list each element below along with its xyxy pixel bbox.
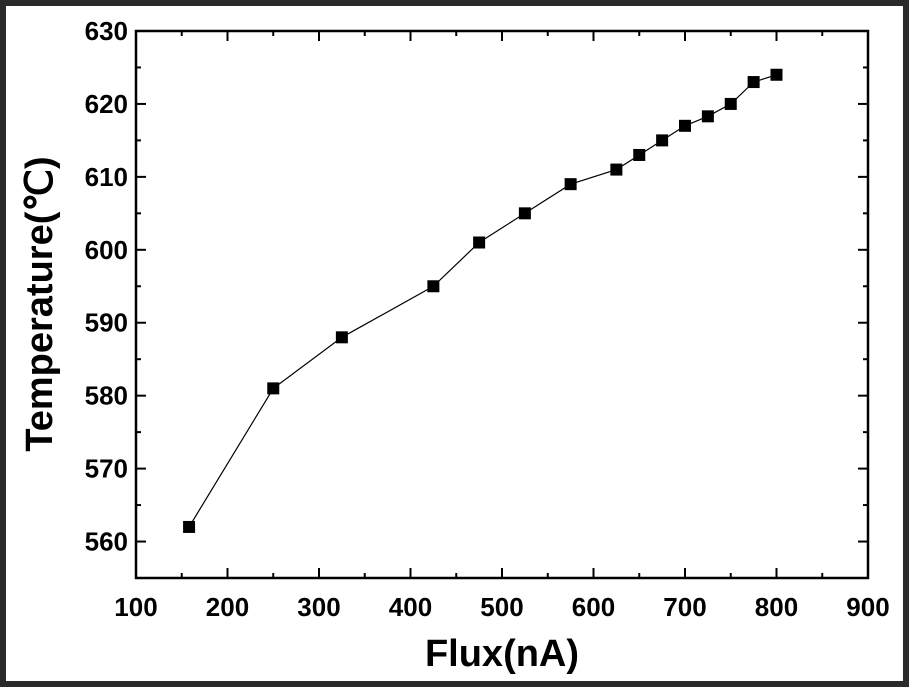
data-point <box>518 207 531 220</box>
data-point <box>610 163 623 176</box>
x-tick-label: 100 <box>114 592 157 622</box>
y-tick-label: 590 <box>85 308 128 338</box>
data-point <box>747 76 760 89</box>
data-point <box>335 331 348 344</box>
data-point <box>564 178 577 191</box>
x-axis-title: Flux(nA) <box>425 633 579 675</box>
plot-area <box>134 29 870 580</box>
x-tick-label: 400 <box>389 592 432 622</box>
data-point <box>267 382 280 395</box>
y-tick-label: 630 <box>85 16 128 46</box>
data-point <box>473 236 486 249</box>
y-tick-label: 560 <box>85 527 128 557</box>
x-tick-label: 600 <box>572 592 615 622</box>
data-point <box>427 280 440 293</box>
y-axis-ticks: 560 570 580 590 600 610 620 630 <box>85 16 868 557</box>
y-tick-label: 600 <box>85 235 128 265</box>
x-tick-label: 500 <box>480 592 523 622</box>
x-tick-label: 800 <box>755 592 798 622</box>
data-point <box>770 68 783 81</box>
x-axis-ticks: 100 200 300 400 500 600 700 800 900 <box>114 31 890 622</box>
line-chart: 560 570 580 590 600 610 620 630 100 200 300 400 500… <box>19 16 890 675</box>
x-tick-label: 200 <box>206 592 249 622</box>
data-point <box>724 97 737 110</box>
y-tick-label: 570 <box>85 454 128 484</box>
data-point <box>183 520 196 533</box>
y-tick-label: 580 <box>85 381 128 411</box>
y-tick-label: 620 <box>85 89 128 119</box>
y-axis-title: Temperature(℃) <box>19 156 61 451</box>
data-point <box>679 119 691 132</box>
data-series <box>183 68 783 533</box>
data-point <box>656 134 669 147</box>
chart-frame: 560 570 580 590 600 610 620 630 100 200 300 400 500… <box>6 6 903 681</box>
data-point <box>633 148 646 161</box>
data-point <box>701 110 714 123</box>
x-tick-label: 300 <box>297 592 340 622</box>
y-tick-label: 610 <box>85 162 128 192</box>
x-tick-label: 700 <box>663 592 706 622</box>
x-tick-label: 900 <box>846 592 889 622</box>
